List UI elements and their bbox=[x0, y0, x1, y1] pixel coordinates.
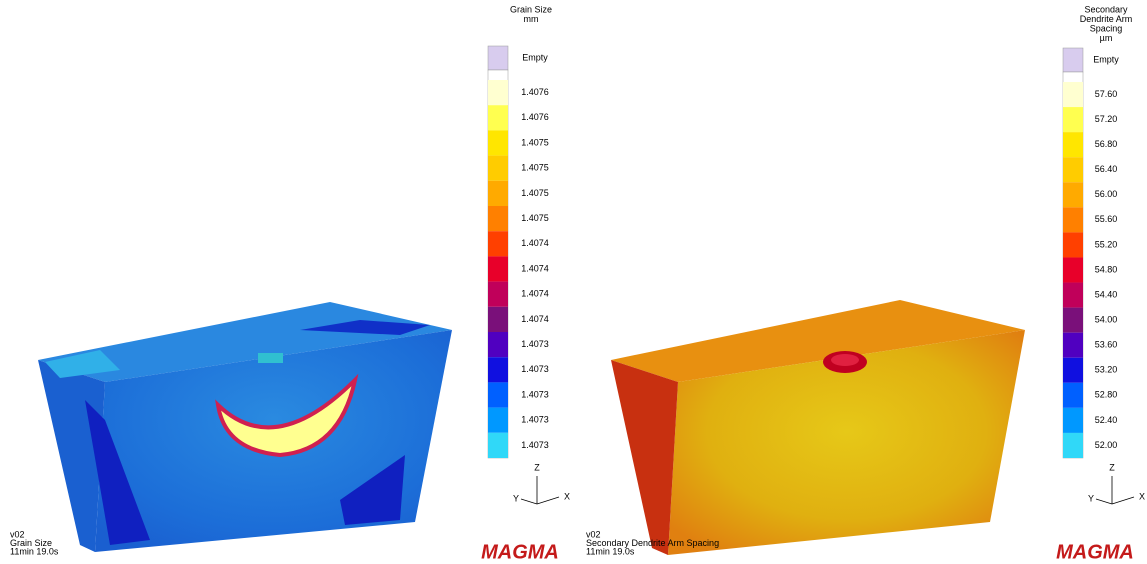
legend-label: 1.4076 bbox=[521, 87, 549, 97]
grain-size-model bbox=[38, 302, 452, 552]
legend-label: 1.4075 bbox=[521, 137, 549, 147]
legend-label: 1.4074 bbox=[521, 238, 549, 248]
legend-label: 53.60 bbox=[1095, 340, 1118, 350]
legend-swatch bbox=[1063, 157, 1083, 182]
legend-swatch bbox=[488, 357, 508, 382]
axis-y-label: Y bbox=[513, 493, 519, 503]
legend-label: 56.40 bbox=[1095, 164, 1118, 174]
legend-empty-label: Empty bbox=[522, 52, 548, 62]
dendrite-spacing-model bbox=[611, 300, 1025, 555]
legend-label: 1.4075 bbox=[521, 163, 549, 173]
legend-label: 1.4073 bbox=[521, 339, 549, 349]
legend-label: 57.20 bbox=[1095, 114, 1118, 124]
legend-swatch bbox=[488, 433, 508, 458]
legend-label: 52.40 bbox=[1095, 415, 1118, 425]
legend-label: 57.60 bbox=[1095, 89, 1118, 99]
legend-swatch bbox=[1063, 408, 1083, 433]
legend-label: 1.4075 bbox=[521, 188, 549, 198]
info-text: 11min 19.0s bbox=[586, 546, 635, 556]
legend-label: 1.4075 bbox=[521, 213, 549, 223]
legend-title: mm bbox=[524, 14, 539, 24]
legend-swatch bbox=[1063, 82, 1083, 107]
legend-label: 54.80 bbox=[1095, 264, 1118, 274]
legend-title: Secondary bbox=[1084, 4, 1128, 14]
legend-label: 1.4076 bbox=[521, 112, 549, 122]
legend-swatch bbox=[488, 130, 508, 155]
legend-swatch bbox=[488, 156, 508, 181]
axis-z-label: Z bbox=[1109, 462, 1115, 472]
legend-label: 1.4073 bbox=[521, 440, 549, 450]
legend-title: Spacing bbox=[1090, 23, 1123, 33]
axis-z-label: Z bbox=[534, 462, 540, 472]
axis-x bbox=[1112, 497, 1134, 504]
legend-swatch bbox=[488, 206, 508, 231]
legend-swatch bbox=[1063, 107, 1083, 132]
logo: MAGMA bbox=[481, 541, 559, 563]
legend-swatch bbox=[488, 181, 508, 206]
axis-x bbox=[537, 497, 559, 504]
legend-swatch bbox=[1063, 308, 1083, 333]
legend-swatch bbox=[488, 231, 508, 256]
legend-label: 55.20 bbox=[1095, 239, 1118, 249]
legend-swatch bbox=[1063, 232, 1083, 257]
legend-label: 52.00 bbox=[1095, 440, 1118, 450]
legend-label: 1.4073 bbox=[521, 364, 549, 374]
legend-label: 53.20 bbox=[1095, 365, 1118, 375]
legend-swatch bbox=[488, 80, 508, 105]
axis-y bbox=[1096, 499, 1112, 504]
legend-swatch bbox=[1063, 132, 1083, 157]
axis-x-label: X bbox=[1139, 491, 1145, 501]
legend-label: 56.80 bbox=[1095, 139, 1118, 149]
legend-swatch bbox=[1063, 283, 1083, 308]
screenshot: Grain Sizemm Empty 1.4076 1.4076 1.4075 1.407… bbox=[0, 0, 1147, 564]
legend-swatch bbox=[488, 256, 508, 281]
legend-label: 52.80 bbox=[1095, 390, 1118, 400]
legend-swatch bbox=[488, 408, 508, 433]
axis-x-label: X bbox=[564, 491, 570, 501]
legend-empty-swatch bbox=[488, 46, 508, 70]
legend-label: 1.4074 bbox=[521, 289, 549, 299]
axis-y bbox=[521, 499, 537, 504]
legend-label: 1.4073 bbox=[521, 389, 549, 399]
legend-label: 54.40 bbox=[1095, 289, 1118, 299]
legend-label: 55.60 bbox=[1095, 214, 1118, 224]
legend-label: 56.00 bbox=[1095, 189, 1118, 199]
legend-label: 1.4074 bbox=[521, 263, 549, 273]
legend-title: Dendrite Arm bbox=[1080, 14, 1133, 24]
legend-swatch bbox=[488, 307, 508, 332]
legend-swatch bbox=[1063, 333, 1083, 358]
legend-swatch bbox=[488, 382, 508, 407]
legend-swatch bbox=[488, 105, 508, 130]
logo: MAGMA bbox=[1056, 541, 1134, 563]
legend-swatch bbox=[1063, 383, 1083, 408]
legend-title: Grain Size bbox=[510, 4, 552, 14]
legend-label: 1.4073 bbox=[521, 415, 549, 425]
legend-swatch bbox=[1063, 358, 1083, 383]
legend-empty-label: Empty bbox=[1093, 54, 1119, 64]
legend-title: µm bbox=[1100, 33, 1113, 43]
legend-swatch bbox=[1063, 257, 1083, 282]
legend-label: 54.00 bbox=[1095, 315, 1118, 325]
legend-swatch bbox=[1063, 182, 1083, 207]
legend-swatch bbox=[1063, 433, 1083, 458]
legend-swatch bbox=[488, 332, 508, 357]
info-text: 11min 19.0s bbox=[10, 546, 59, 556]
legend-swatch bbox=[488, 282, 508, 307]
legend-label: 1.4074 bbox=[521, 314, 549, 324]
axis-y-label: Y bbox=[1088, 493, 1094, 503]
legend-swatch bbox=[1063, 207, 1083, 232]
legend-empty-swatch bbox=[1063, 48, 1083, 72]
